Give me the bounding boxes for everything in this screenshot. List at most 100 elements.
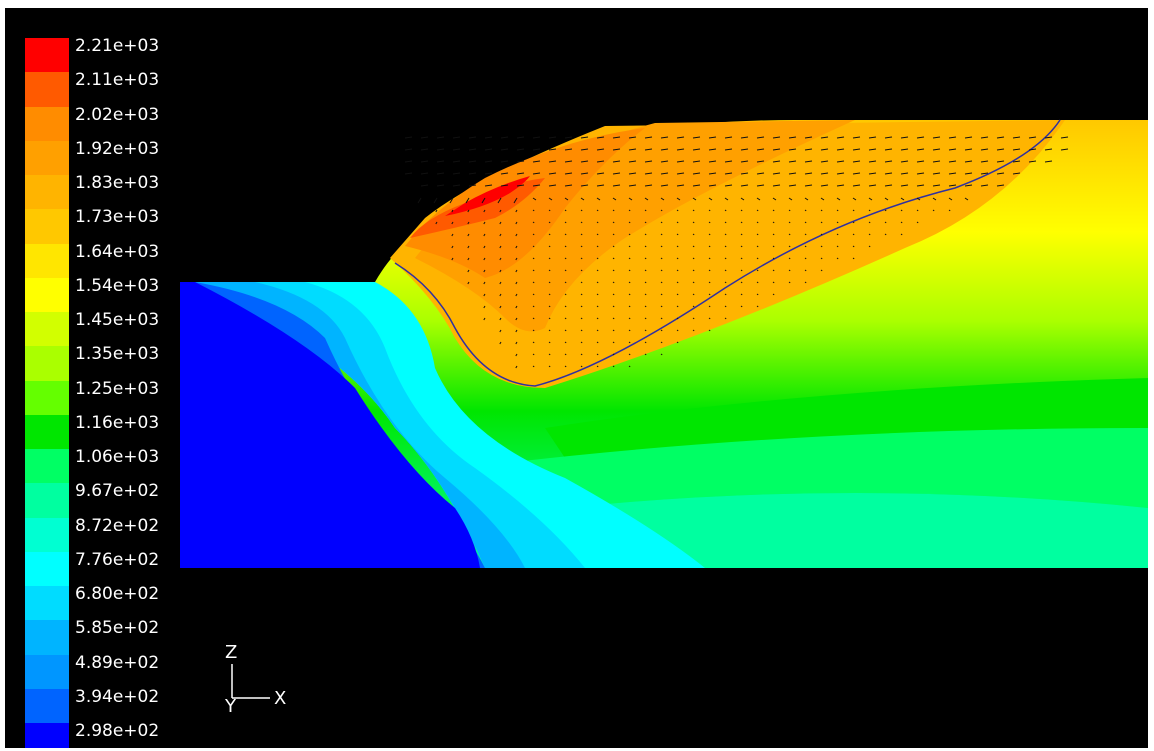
velocity-arrow [612,305,615,308]
velocity-arrow [692,221,695,224]
colorbar-swatch [25,243,69,279]
velocity-arrow [499,233,502,237]
velocity-arrow [417,197,422,204]
velocity-arrow [612,317,615,320]
colorbar-swatch [25,517,69,553]
velocity-arrow [836,209,839,212]
velocity-arrow [948,197,953,201]
velocity-arrow [660,281,663,284]
velocity-arrow [756,257,759,260]
colorbar-label: 2.02e+03 [75,104,160,125]
velocity-arrow [708,281,711,284]
velocity-arrow [564,365,567,368]
velocity-arrow [884,160,893,163]
colorbar-swatch [25,414,69,450]
velocity-arrow [948,148,957,151]
band-2020 [405,128,645,278]
velocity-arrow [452,136,461,139]
colorbar-swatch [25,175,69,211]
velocity-arrow [580,341,583,344]
velocity-arrow [515,221,518,225]
velocity-arrow [596,305,599,308]
velocity-arrow [612,245,615,248]
velocity-arrow [548,269,551,272]
velocity-arrow [644,221,647,224]
velocity-arrow [740,136,749,139]
band-298 [180,282,480,568]
velocity-arrow [580,209,583,212]
velocity-arrow [612,329,615,332]
velocity-arrow [740,184,749,187]
velocity-arrow [756,197,761,201]
velocity-arrow [804,209,807,212]
velocity-arrow [1028,148,1037,151]
velocity-arrow [532,197,537,201]
velocity-arrow [660,257,663,260]
velocity-arrow [564,281,567,284]
band-585 [180,282,525,568]
velocity-arrow [1012,136,1021,139]
velocity-arrow [884,221,887,224]
velocity-arrow [596,365,599,368]
velocity-arrow [644,245,647,248]
velocity-arrow [532,365,535,368]
velocity-arrow [820,148,829,151]
velocity-arrow [580,257,583,260]
velocity-arrow [836,160,845,163]
band-967 [565,493,1148,568]
velocity-arrow [676,197,681,201]
velocity-arrow [628,197,633,201]
colorbar-swatch [25,449,69,485]
velocity-arrow [756,160,765,163]
velocity-arrow [788,136,797,139]
velocity-arrow [532,221,535,224]
velocity-arrow [564,257,567,260]
velocity-arrow [900,184,909,187]
velocity-arrow [756,281,759,284]
velocity-arrow [436,160,445,163]
velocity-arrow [708,136,717,139]
velocity-arrow [596,197,601,201]
contour-plot [180,119,1148,568]
velocity-arrow [900,160,909,163]
velocity-arrow [852,136,861,139]
velocity-arrow [580,184,589,187]
colorbar-swatch [25,620,69,656]
velocity-arrow [483,281,486,285]
velocity-arrow [596,172,605,175]
velocity-arrow [436,136,445,139]
velocity-arrow [660,245,663,248]
velocity-arrow [499,341,502,345]
velocity-arrow [564,329,567,332]
velocity-arrow [644,209,647,212]
velocity-arrow [692,329,695,332]
velocity-arrow [676,281,679,284]
velocity-arrow [499,245,502,249]
velocity-arrow [708,305,711,308]
velocity-arrow [836,233,839,236]
velocity-arrow [548,341,551,344]
velocity-arrow [451,233,454,237]
velocity-arrow [644,233,647,236]
axis-triad-lines [231,664,270,699]
velocity-arrow [596,317,599,320]
velocity-arrow [1012,160,1021,163]
velocity-arrow [932,184,941,187]
velocity-arrow [916,172,925,175]
velocity-arrow [548,184,557,187]
velocity-arrow [804,148,813,151]
velocity-arrow [500,160,509,163]
velocity-arrow [435,209,438,213]
velocity-arrow [772,221,775,224]
velocity-arrow [548,305,551,308]
velocity-arrow [692,317,695,320]
velocity-arrow [740,269,743,272]
velocity-arrow [499,281,502,285]
velocity-arrow [692,245,695,248]
velocity-arrow [515,257,518,261]
velocity-arrow [692,233,695,236]
velocity-arrow [628,233,631,236]
velocity-arrow [708,317,711,320]
velocity-arrow [644,341,647,344]
velocity-arrow [756,148,765,151]
